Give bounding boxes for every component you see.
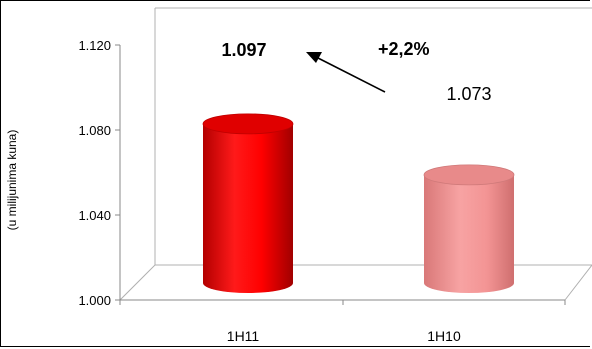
bar-top [202, 113, 294, 135]
bar-body [424, 174, 514, 293]
x-tick-label: 1H11 [227, 328, 260, 344]
data-label: 1.097 [221, 40, 266, 60]
data-label: 1.073 [446, 84, 491, 104]
growth-annotation: +2,2% [378, 39, 430, 59]
bars [202, 113, 515, 293]
bar-top [423, 164, 515, 186]
x-tick-label: 1H10 [427, 328, 461, 344]
y-tick-label: 1.000 [78, 293, 111, 308]
y-axis-label: (u milijunima kuna) [5, 130, 19, 231]
bar-body [203, 123, 293, 293]
annotation-arrow [306, 52, 386, 93]
data-labels: 1.097 1.073 [221, 40, 491, 104]
bar-1H11 [202, 113, 294, 293]
bar-1H10 [423, 164, 515, 293]
y-tick-label: 1.120 [78, 38, 111, 53]
plot-walls [119, 7, 592, 301]
y-tick-label: 1.040 [78, 208, 111, 223]
y-axis: 1.000 1.040 1.080 1.120 [78, 38, 121, 308]
y-tick-label: 1.080 [78, 123, 111, 138]
x-axis: 1H11 1H10 [119, 299, 566, 344]
